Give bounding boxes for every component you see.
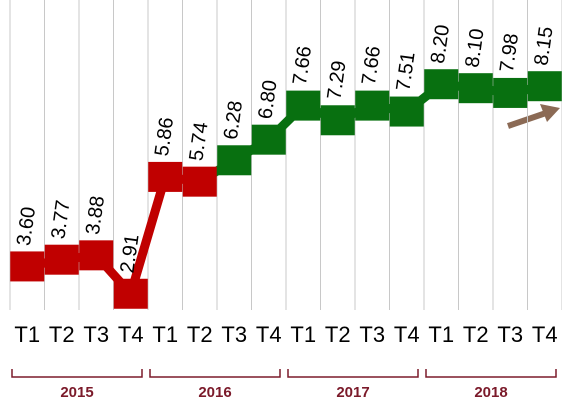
data-label: 7.29 [323,59,350,101]
x-tick-label: T4 [256,322,282,347]
marker [527,71,562,102]
marker [355,90,390,121]
data-label: 7.51 [392,51,419,93]
marker [286,90,321,121]
marker [217,145,252,176]
year-bracket [149,369,281,378]
grid [9,0,562,310]
x-tick-label: T3 [221,322,247,347]
year-label: 2017 [336,384,369,401]
data-label: 8.15 [530,25,557,67]
year-bracket [425,369,557,378]
data-label: 5.74 [185,121,212,163]
x-tick-label: T1 [152,322,178,347]
data-label: 3.88 [82,194,109,236]
marker [148,161,183,192]
marker [113,278,148,309]
x-tick-label: T4 [118,322,144,347]
marker [424,69,459,100]
x-tick-label: T2 [187,322,213,347]
year-bracket [11,369,143,378]
marker [389,96,424,127]
marker [79,240,114,271]
x-tick-label: T2 [325,322,351,347]
data-label: 2.91 [116,233,143,275]
marker [10,251,45,282]
data-label: 3.77 [47,199,74,241]
x-tick-label: T4 [394,322,420,347]
marker [493,77,528,108]
data-label: 5.86 [151,116,178,158]
line-series [10,69,562,309]
x-tick-label: T4 [532,322,558,347]
x-tick-label: T3 [83,322,109,347]
line-segment [126,172,170,299]
year-bracket [287,369,419,378]
x-tick-label: T1 [290,322,316,347]
year-label: 2015 [60,384,93,401]
year-label: 2018 [474,384,507,401]
data-label: 7.66 [358,45,385,87]
data-label: 6.28 [220,99,247,141]
x-tick-label: T3 [497,322,523,347]
data-label: 8.20 [427,23,454,65]
data-label: 3.60 [13,206,40,248]
data-label: 8.10 [461,27,488,69]
data-label: 6.80 [254,79,281,121]
marker [320,105,355,136]
data-label: 7.66 [289,45,316,87]
marker [458,73,493,104]
x-tick-label: T2 [49,322,75,347]
year-label: 2016 [198,384,231,401]
x-tick-label: T3 [359,322,385,347]
data-label: 7.98 [496,32,523,74]
marker [182,166,217,197]
x-tick-label: T2 [463,322,489,347]
x-tick-label: T1 [428,322,454,347]
marker [44,244,79,275]
x-tick-label: T1 [14,322,40,347]
marker [251,124,286,155]
